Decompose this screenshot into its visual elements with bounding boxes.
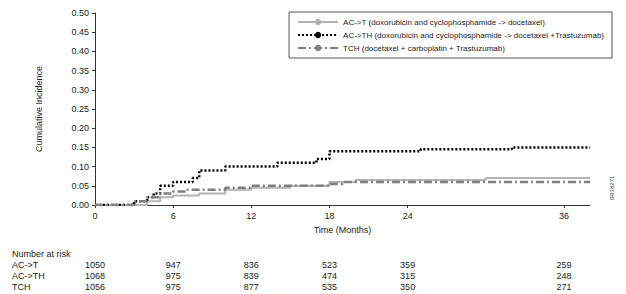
- svg-text:474: 474: [322, 271, 337, 281]
- svg-text:975: 975: [166, 282, 181, 292]
- svg-text:Time (Months): Time (Months): [314, 225, 372, 235]
- svg-text:12: 12: [246, 211, 256, 221]
- svg-text:0.50: 0.50: [71, 8, 89, 18]
- svg-text:259: 259: [556, 260, 571, 270]
- svg-text:947: 947: [166, 260, 181, 270]
- svg-text:0.15: 0.15: [71, 142, 89, 152]
- svg-text:6: 6: [171, 211, 176, 221]
- svg-text:0.00: 0.00: [71, 200, 89, 210]
- svg-text:24: 24: [403, 211, 413, 221]
- svg-text:248: 248: [556, 271, 571, 281]
- svg-text:836: 836: [244, 260, 259, 270]
- svg-text:Cumulative Incidence: Cumulative Incidence: [34, 66, 44, 152]
- svg-text:877: 877: [244, 282, 259, 292]
- svg-text:0.30: 0.30: [71, 85, 89, 95]
- svg-text:1068: 1068: [85, 271, 105, 281]
- svg-text:0.25: 0.25: [71, 104, 89, 114]
- svg-text:535: 535: [322, 282, 337, 292]
- svg-text:1050: 1050: [85, 260, 105, 270]
- svg-text:AC->T (doxorubicin and cycloph: AC->T (doxorubicin and cyclophosphamide …: [343, 18, 545, 27]
- svg-text:AC->T: AC->T: [12, 260, 39, 270]
- svg-text:315: 315: [400, 271, 415, 281]
- svg-text:18: 18: [324, 211, 334, 221]
- svg-text:0R18271: 0R18271: [609, 175, 615, 200]
- svg-text:839: 839: [244, 271, 259, 281]
- svg-text:0: 0: [92, 211, 97, 221]
- svg-text:0.45: 0.45: [71, 27, 89, 37]
- svg-text:350: 350: [400, 282, 415, 292]
- svg-text:1056: 1056: [85, 282, 105, 292]
- svg-text:AC->TH: AC->TH: [12, 271, 45, 281]
- svg-text:0.40: 0.40: [71, 46, 89, 56]
- svg-text:0.35: 0.35: [71, 66, 89, 76]
- svg-text:AC->TH (doxorubicin and cyclop: AC->TH (doxorubicin and cyclophosphamide…: [343, 31, 604, 40]
- svg-text:36: 36: [559, 211, 569, 221]
- svg-text:TCH: TCH: [12, 282, 31, 292]
- svg-text:0.05: 0.05: [71, 181, 89, 191]
- svg-text:TCH (docetaxel + carboplatin +: TCH (docetaxel + carboplatin + Trastuzum…: [343, 44, 505, 53]
- svg-text:0.20: 0.20: [71, 123, 89, 133]
- svg-text:Number at risk: Number at risk: [12, 249, 71, 259]
- svg-text:975: 975: [166, 271, 181, 281]
- svg-text:359: 359: [400, 260, 415, 270]
- svg-text:0.10: 0.10: [71, 162, 89, 172]
- svg-text:271: 271: [556, 282, 571, 292]
- svg-text:523: 523: [322, 260, 337, 270]
